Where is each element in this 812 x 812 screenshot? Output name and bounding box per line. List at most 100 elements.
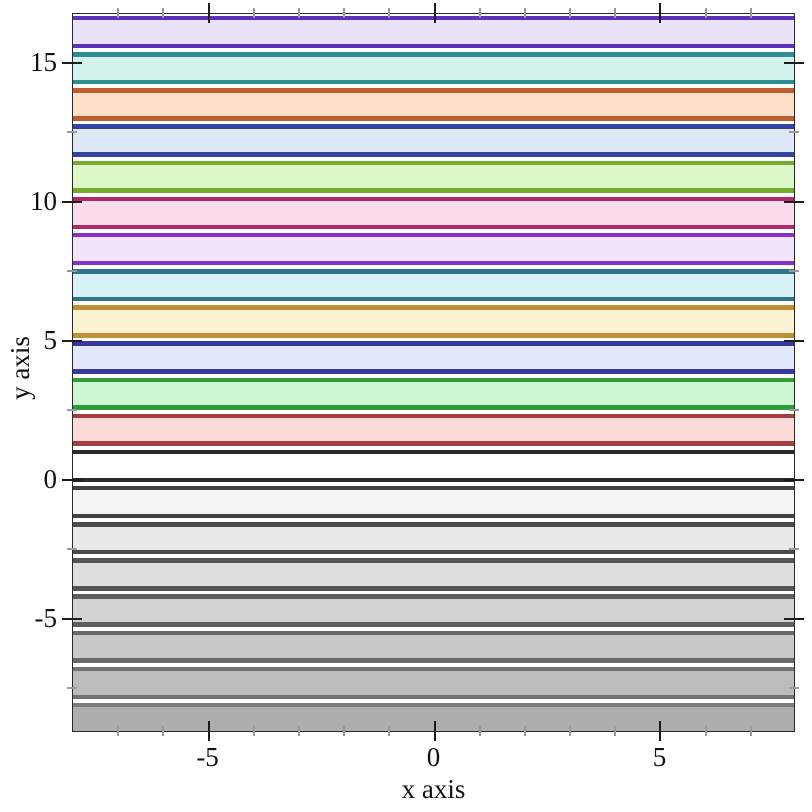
interval-line xyxy=(73,196,794,202)
interval-fill xyxy=(73,669,794,697)
x-tick xyxy=(433,3,436,23)
x-tick xyxy=(523,726,526,736)
interval-line xyxy=(73,296,794,302)
interval-line xyxy=(73,594,794,599)
interval-line xyxy=(73,116,794,121)
x-tick xyxy=(659,3,662,23)
interval-line xyxy=(73,88,794,93)
x-tick xyxy=(388,8,391,18)
y-tick xyxy=(67,687,77,690)
x-tick xyxy=(478,8,481,18)
x-tick xyxy=(162,8,165,18)
x-tick xyxy=(614,8,617,18)
x-tick-label: 5 xyxy=(652,742,667,772)
x-tick xyxy=(659,721,662,741)
y-tick xyxy=(789,409,799,412)
plot-frame xyxy=(62,3,804,741)
interval-line xyxy=(73,522,794,527)
interval-line xyxy=(73,485,794,491)
interval-line xyxy=(73,160,794,166)
interval-line xyxy=(73,224,794,230)
x-tick xyxy=(162,726,165,736)
interval-line xyxy=(73,188,794,193)
x-axis-title: x axis xyxy=(401,774,466,804)
y-tick-label: 10 xyxy=(30,185,57,216)
x-tick xyxy=(569,8,572,18)
interval-line xyxy=(73,152,794,157)
x-tick xyxy=(207,721,210,741)
interval-line xyxy=(73,260,794,266)
x-tick xyxy=(343,726,346,736)
interval-fill xyxy=(73,452,794,480)
x-tick xyxy=(523,8,526,18)
y-tick xyxy=(784,478,804,481)
interval-fill xyxy=(73,54,794,83)
x-tick xyxy=(614,726,617,736)
interval-line xyxy=(73,124,794,129)
y-tick xyxy=(784,339,804,342)
interval-line xyxy=(73,513,794,519)
x-tick xyxy=(207,3,210,23)
interval-line xyxy=(73,269,794,274)
interval-fill xyxy=(73,488,794,517)
y-axis-title: y axis xyxy=(5,336,35,400)
x-tick xyxy=(478,726,481,736)
x-tick xyxy=(297,726,300,736)
interval-line xyxy=(73,630,794,636)
x-tick xyxy=(252,726,255,736)
interval-fill xyxy=(73,198,794,227)
interval-line xyxy=(73,441,794,446)
interval-fill xyxy=(73,90,794,119)
interval-line xyxy=(73,477,794,483)
y-tick xyxy=(62,61,82,64)
y-tick xyxy=(67,270,77,273)
y-tick-label: -5 xyxy=(34,602,58,633)
interval-fill xyxy=(73,524,794,553)
x-tick xyxy=(704,8,707,18)
x-tick xyxy=(433,721,436,741)
y-tick-label: 15 xyxy=(30,46,57,77)
interval-line xyxy=(73,658,794,663)
interval-fill xyxy=(73,596,794,625)
y-tick xyxy=(784,61,804,64)
y-tick-label: 0 xyxy=(43,463,58,494)
x-tick xyxy=(388,726,391,736)
interval-line xyxy=(73,79,794,85)
interval-fill xyxy=(73,235,794,263)
interval-line xyxy=(73,377,794,382)
interval-line xyxy=(73,52,794,57)
y-tick xyxy=(62,200,82,203)
y-tick xyxy=(789,131,799,134)
y-tick xyxy=(784,617,804,620)
plot-area xyxy=(73,14,794,731)
y-tick xyxy=(62,478,82,481)
interval-line xyxy=(73,43,794,49)
interval-line xyxy=(73,666,794,672)
y-tick xyxy=(789,687,799,690)
interval-line xyxy=(73,702,794,708)
y-tick xyxy=(62,617,82,620)
x-tick xyxy=(117,726,120,736)
x-tick-label: 0 xyxy=(426,742,441,772)
x-tick xyxy=(297,8,300,18)
interval-fill xyxy=(73,560,794,589)
interval-line xyxy=(73,405,794,410)
interval-line xyxy=(73,232,794,238)
interval-line xyxy=(73,305,794,310)
interval-fill xyxy=(73,126,794,155)
x-tick-label: -5 xyxy=(196,742,219,772)
interval-fill xyxy=(73,271,794,300)
x-tick xyxy=(117,8,120,18)
interval-line xyxy=(73,622,794,627)
interval-line xyxy=(73,558,794,563)
interval-line xyxy=(73,694,794,700)
x-tick xyxy=(749,726,752,736)
x-tick xyxy=(704,726,707,736)
y-tick xyxy=(789,548,799,551)
interval-fill xyxy=(73,343,794,372)
interval-line xyxy=(73,549,794,555)
interval-fill xyxy=(73,307,794,336)
interval-line xyxy=(73,449,794,455)
interval-fill xyxy=(73,632,794,661)
y-tick xyxy=(784,200,804,203)
